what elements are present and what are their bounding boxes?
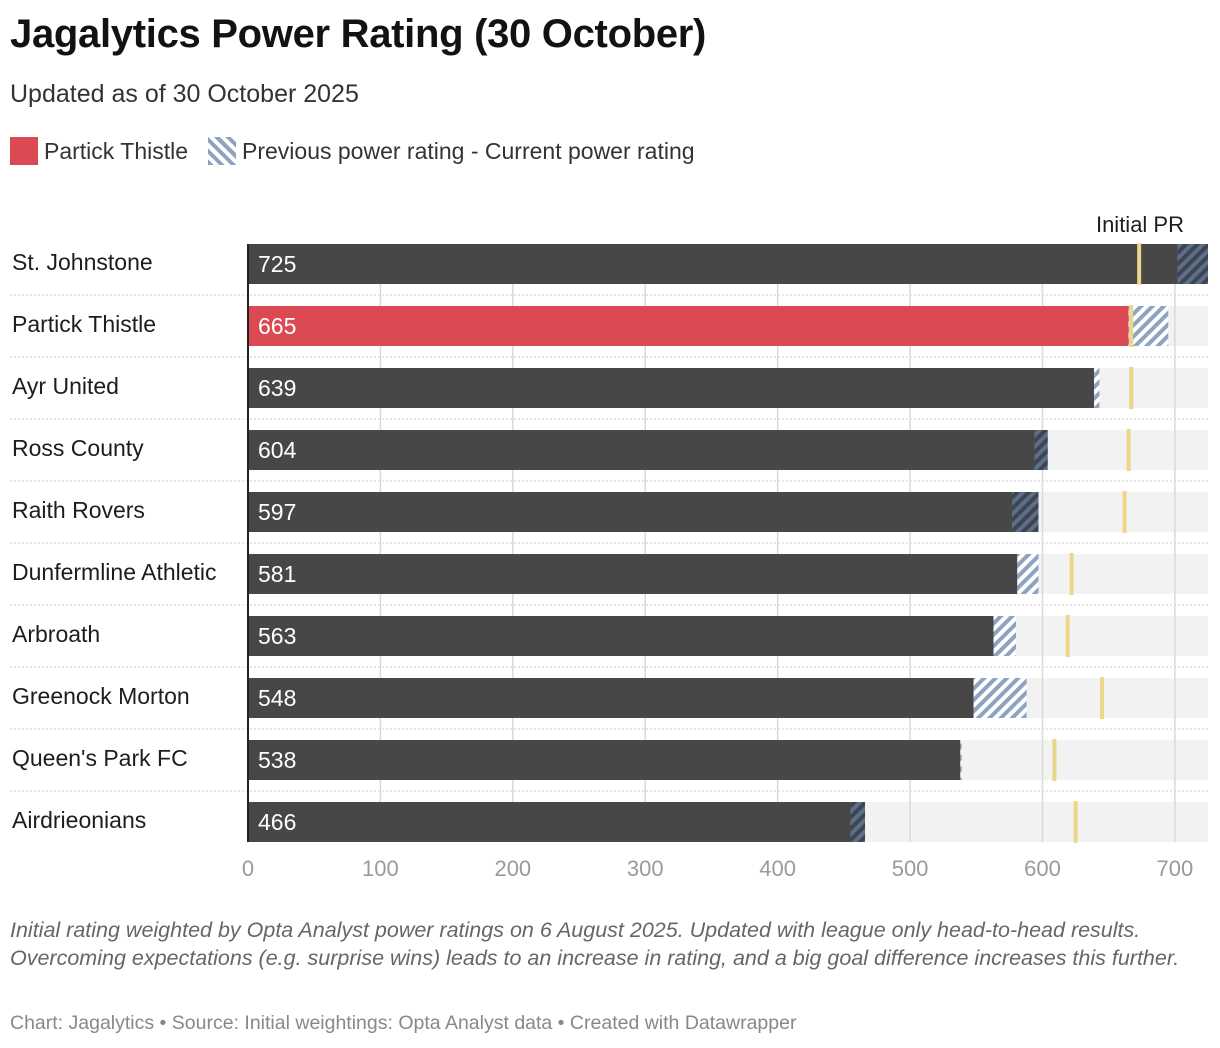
- initial-pr-marker: [1137, 243, 1142, 285]
- initial-pr-marker: [1069, 553, 1074, 595]
- category-label: Ross County: [12, 435, 144, 461]
- category-label: Greenock Morton: [12, 683, 190, 709]
- category-label: Airdrieonians: [12, 807, 146, 833]
- category-label: St. Johnstone: [12, 249, 153, 275]
- bar-chart: 0 100 200 300 400 500 600 700 725 St. Johnstone 66…: [10, 212, 1208, 881]
- x-tick-label: 200: [494, 856, 531, 881]
- x-tick-label: 600: [1024, 856, 1061, 881]
- bar: [248, 554, 1018, 594]
- chart-credit: Chart: Jagalytics • Source: Initial weig…: [10, 1012, 797, 1034]
- initial-pr-marker: [1129, 367, 1134, 409]
- bar-value-label: 604: [258, 437, 297, 463]
- change-hatch-segment: [973, 678, 1027, 718]
- bar-value-label: 725: [258, 251, 296, 277]
- bar-value-label: 639: [258, 375, 296, 401]
- category-label: Raith Rovers: [12, 497, 145, 523]
- x-tick-label: 0: [242, 856, 254, 881]
- x-tick-label: 100: [362, 856, 399, 881]
- bar: [248, 802, 851, 842]
- legend-label-hatch: Previous power rating - Current power ra…: [242, 137, 695, 164]
- bar-value-label: 538: [258, 747, 296, 773]
- change-hatch-segment: [1177, 244, 1208, 284]
- bar-value-label: 581: [258, 561, 296, 587]
- category-label: Partick Thistle: [12, 311, 156, 337]
- bar: [248, 430, 1035, 470]
- legend-swatch-hatch: [208, 137, 237, 165]
- x-tick-label: 500: [892, 856, 929, 881]
- bar-value-label: 466: [258, 809, 296, 835]
- change-hatch-segment: [1094, 368, 1100, 408]
- initial-pr-label: Initial PR: [1096, 212, 1184, 237]
- chart-subtitle: Updated as of 30 October 2025: [10, 80, 359, 108]
- initial-pr-marker: [1126, 429, 1131, 471]
- change-hatch-segment: [1017, 554, 1039, 594]
- initial-pr-marker: [1129, 305, 1134, 347]
- bar: [248, 740, 961, 780]
- chart-notes: Initial rating weighted by Opta Analyst …: [10, 918, 1180, 970]
- x-tick-label: 300: [627, 856, 664, 881]
- initial-pr-marker: [1073, 801, 1078, 843]
- legend-label-highlight: Partick Thistle: [44, 137, 189, 164]
- chart-title: Jagalytics Power Rating (30 October): [10, 12, 707, 56]
- category-label: Arbroath: [12, 621, 100, 647]
- initial-pr-marker: [1065, 615, 1070, 657]
- bar-value-label: 548: [258, 685, 296, 711]
- legend: Partick Thistle Previous power rating - …: [10, 137, 715, 165]
- bar: [248, 244, 1178, 284]
- bar: [248, 492, 1013, 532]
- bar: [248, 678, 974, 718]
- x-tick-label: 700: [1157, 856, 1194, 881]
- bar: [248, 368, 1095, 408]
- bar: [248, 616, 994, 656]
- bar-value-label: 665: [258, 313, 296, 339]
- change-hatch-segment: [993, 616, 1016, 656]
- initial-pr-marker: [1100, 677, 1105, 719]
- change-hatch-segment: [1128, 306, 1169, 346]
- change-hatch-segment: [960, 740, 962, 780]
- category-label: Queen's Park FC: [12, 745, 188, 771]
- initial-pr-marker: [1122, 491, 1127, 533]
- legend-item-highlight: Partick Thistle: [10, 137, 188, 165]
- category-label: Ayr United: [12, 373, 119, 399]
- bar-value-label: 563: [258, 623, 296, 649]
- bar: [248, 306, 1129, 346]
- change-hatch-segment: [1034, 430, 1048, 470]
- change-hatch-segment: [1012, 492, 1039, 532]
- legend-item-hatch: Previous power rating - Current power ra…: [208, 137, 695, 165]
- initial-pr-marker: [1052, 739, 1057, 781]
- change-hatch-segment: [850, 802, 866, 842]
- bar-value-label: 597: [258, 499, 296, 525]
- x-tick-label: 400: [759, 856, 796, 881]
- legend-swatch-red: [10, 137, 38, 165]
- category-label: Dunfermline Athletic: [12, 559, 217, 585]
